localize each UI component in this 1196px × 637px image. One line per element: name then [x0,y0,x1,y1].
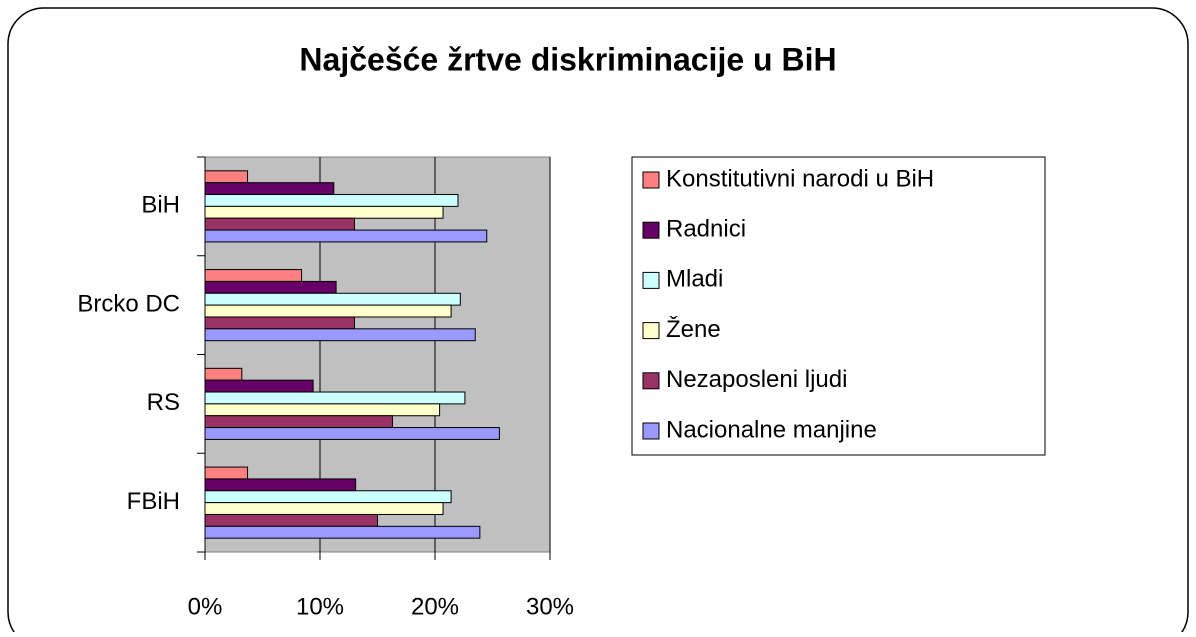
legend-label: Nezaposleni ljudi [666,366,847,393]
y-tick-label: FBiH [127,488,180,515]
bar [204,391,466,405]
bar [204,490,452,504]
x-tick-label: 20% [411,593,459,620]
legend-label: Mladi [666,266,723,293]
bar [204,194,459,207]
bar [204,379,314,393]
bar [204,229,488,243]
legend-swatch [642,271,660,289]
legend-swatch [642,171,660,189]
bar [204,205,444,219]
bar [204,182,335,196]
bar [204,304,452,318]
y-tick-label: Brcko DC [77,290,180,317]
legend-swatch [642,372,660,390]
y-tick-label: RS [147,389,180,416]
legend-label: Radnici [666,216,746,243]
bar [204,502,444,515]
legend-swatch [642,322,660,340]
legend-swatch [642,422,660,440]
legend-swatch [642,221,660,239]
bar [204,328,476,342]
bar [204,316,355,330]
bar [204,525,481,539]
bar [204,427,500,440]
y-tick-label: BiH [141,192,180,219]
x-tick-label: 0% [188,593,223,620]
bar [204,217,355,231]
legend-label: Konstitutivni narodi u BiH [666,165,934,192]
bar [204,269,303,282]
bar [204,367,243,381]
bar [204,170,249,184]
bar [204,478,357,492]
x-tick-label: 30% [526,593,574,620]
bar [204,292,461,306]
bar [204,280,337,294]
legend [631,156,1046,456]
bar [204,403,441,417]
chart-title: Najčešće žrtve diskriminacije u BiH [299,41,836,77]
bar [204,415,393,429]
bar [204,513,378,527]
legend-label: Žene [666,316,721,343]
x-tick-label: 10% [296,593,344,620]
legend-label: Nacionalne manjine [666,416,877,443]
bar [204,466,249,480]
